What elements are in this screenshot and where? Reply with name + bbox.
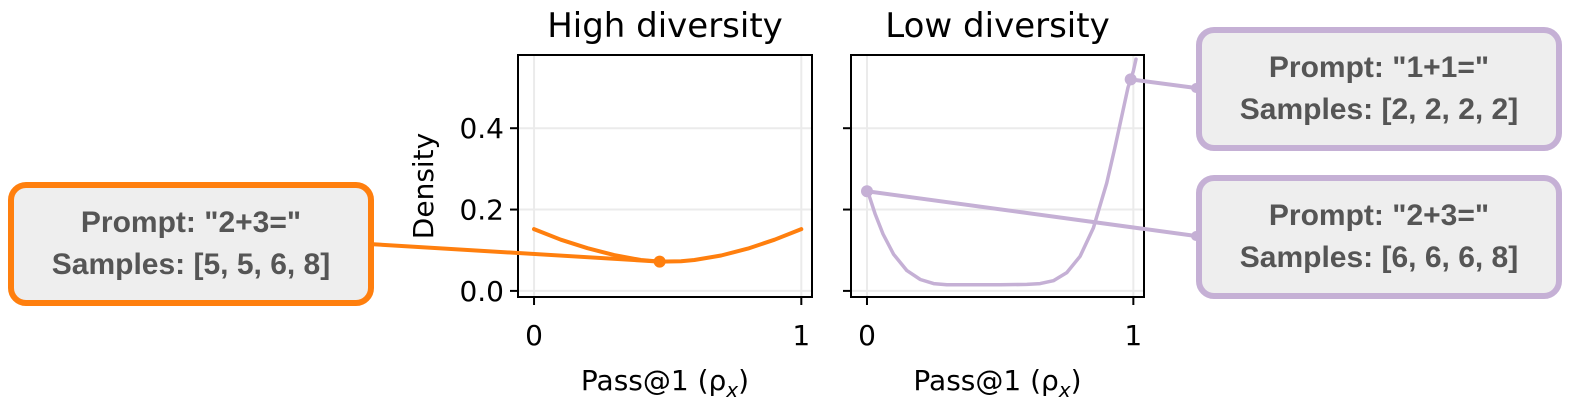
y-tick-label: 0.0 — [459, 275, 504, 308]
callout-low-diversity-prompt-2: Prompt: "2+3=" Samples: [6, 6, 6, 8] — [1196, 175, 1562, 299]
connector-line — [1130, 77, 1197, 90]
callout-low-diversity-prompt-1: Prompt: "1+1=" Samples: [2, 2, 2, 2] — [1196, 27, 1562, 151]
connector-line — [368, 242, 660, 264]
x-tick-label: 1 — [792, 319, 810, 352]
y-tick-label: 0.2 — [459, 194, 504, 227]
plot-frame — [517, 54, 813, 298]
connector-line — [866, 189, 1197, 238]
x-tick-label: 1 — [1124, 319, 1142, 352]
callout-prompt-text: Prompt: "2+3=" — [80, 206, 302, 239]
callout-samples-text: Samples: [2, 2, 2, 2] — [1239, 93, 1519, 126]
curve-marker — [860, 185, 873, 198]
panel-title: High diversity — [547, 6, 783, 46]
panel-title: Low diversity — [885, 6, 1109, 46]
x-axis-label: Pass@1 (ρx) — [913, 364, 1081, 402]
callout-samples-text: Samples: [5, 5, 6, 8] — [51, 248, 331, 281]
callout-samples-text: Samples: [6, 6, 6, 8] — [1239, 241, 1519, 274]
y-axis-label: Density — [407, 133, 440, 239]
curve-marker — [653, 255, 666, 268]
callout-prompt-text: Prompt: "2+3=" — [1268, 199, 1490, 232]
y-tick-label: 0.4 — [459, 112, 504, 145]
panel-low-diversity: 0 1 Low diversity Pass@1 (ρx) — [843, 6, 1145, 402]
callout-prompt-text: Prompt: "1+1=" — [1268, 51, 1490, 84]
curve-marker — [1124, 73, 1137, 86]
x-axis-label: Pass@1 (ρx) — [581, 364, 749, 402]
density-curve — [532, 227, 804, 264]
callout-high-diversity-prompt: Prompt: "2+3=" Samples: [5, 5, 6, 8] — [8, 182, 374, 306]
x-tick-label: 0 — [525, 319, 543, 352]
callout-connectors — [364, 73, 1201, 268]
panel-high-diversity: 0 1 0.0 0.2 0.4 High diversity Pass@1 (ρx) Dens… — [407, 6, 813, 402]
x-tick-label: 0 — [858, 319, 876, 352]
density-curve — [865, 57, 1138, 287]
plot-frame — [850, 54, 1145, 298]
